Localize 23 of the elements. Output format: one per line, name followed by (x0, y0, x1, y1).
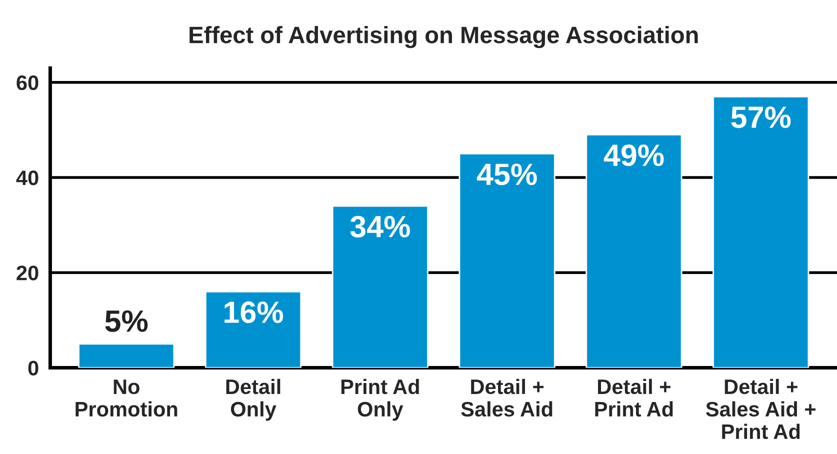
data-label: 45% (476, 164, 537, 186)
data-label: 49% (604, 144, 664, 166)
y-tick-label: 20 (16, 266, 38, 280)
bar (332, 205, 428, 368)
x-tick-label: Detail Only (226, 378, 280, 421)
x-tick-label: Print Ad Only (341, 378, 419, 421)
data-label: 5% (105, 310, 148, 332)
bar (204, 290, 302, 368)
data-label: 57% (731, 106, 791, 128)
data-label: 16% (224, 301, 284, 324)
x-tick-label: Detail + Print Ad (595, 378, 673, 417)
data-label: 34% (350, 216, 410, 238)
y-tick-label: 0 (28, 360, 38, 376)
bar (458, 153, 556, 368)
bar (712, 96, 810, 368)
chart-title: Effect of Advertising on Message Association (190, 26, 698, 48)
y-tick-label: 60 (16, 75, 38, 90)
y-tick-label: 40 (16, 170, 38, 186)
bar (586, 134, 682, 368)
x-tick-label: Detail + Sales Aid + Print Ad (706, 378, 816, 440)
bar (78, 343, 175, 368)
x-tick-label: Detail + Sales Aid (461, 378, 552, 417)
x-tick-label: No Promotion (76, 380, 178, 417)
